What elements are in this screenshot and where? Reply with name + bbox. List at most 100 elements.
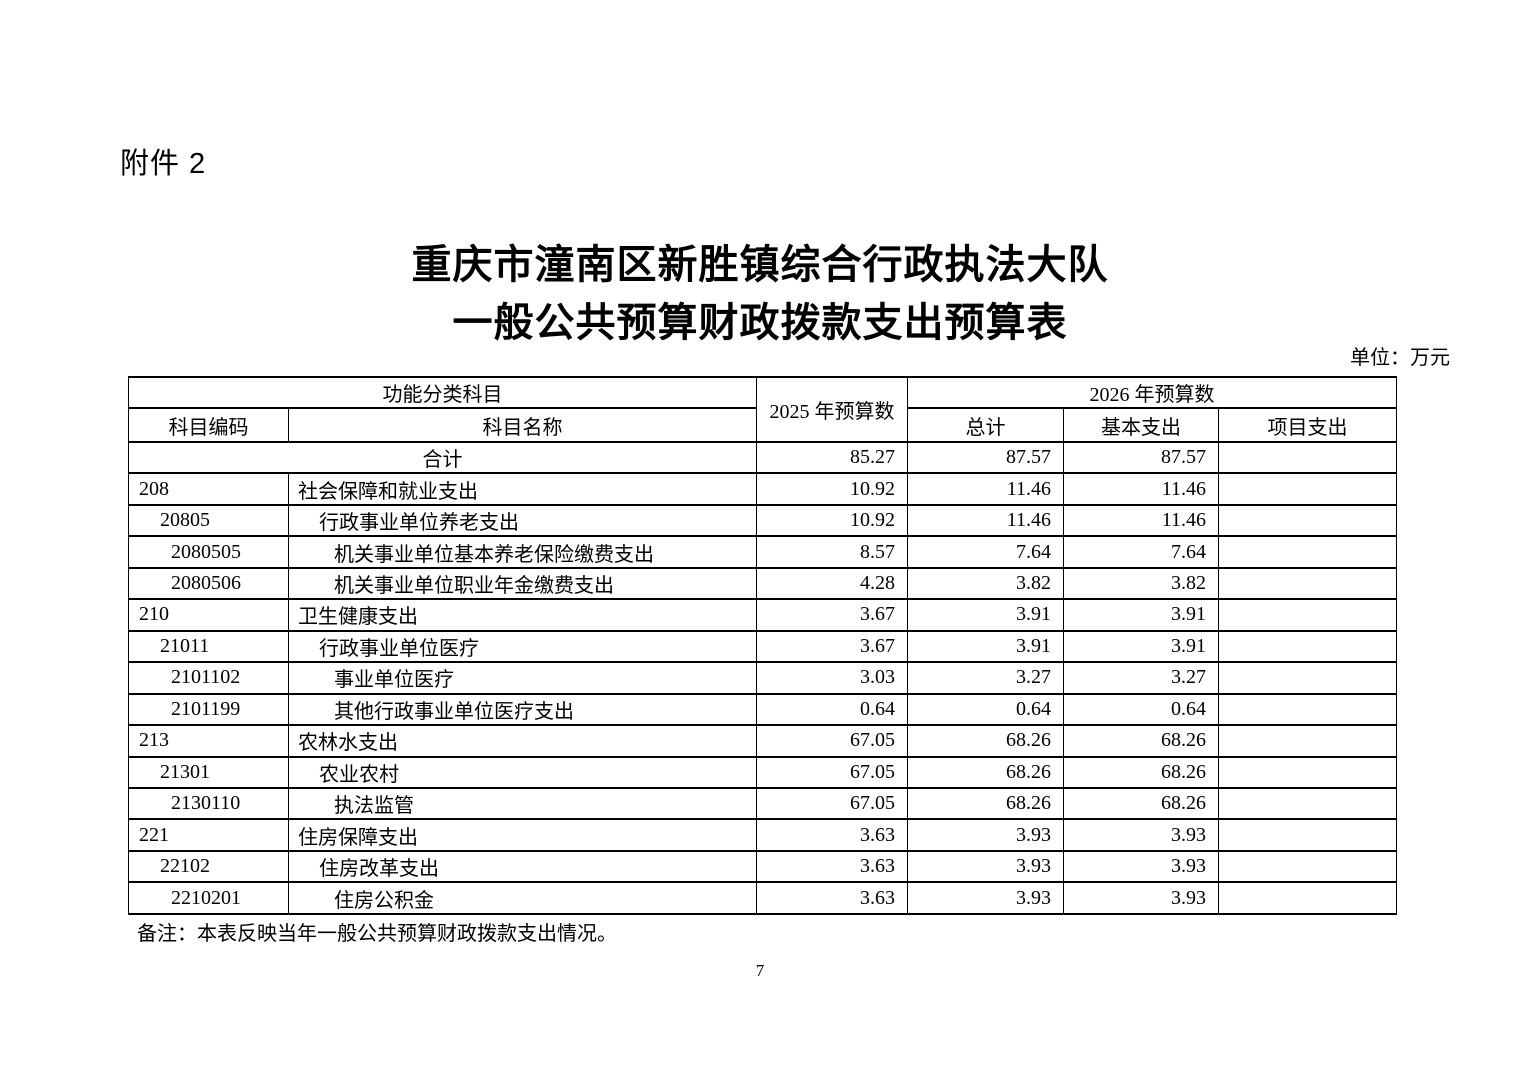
cell-name: 住房改革支出 (288, 849, 757, 884)
table-body: 合计 85.27 87.57 87.57 208 社会保障和就业支出 10.92 11.46 1… (128, 440, 1397, 915)
cell-total-2026: 3.93 (907, 818, 1064, 852)
unit-label: 单位：万元 (1350, 347, 1450, 369)
table-row: 2101102 事业单位医疗 3.03 3.27 3.27 (128, 661, 1397, 695)
cell-project-2026 (1218, 440, 1397, 475)
table-header: 功能分类科目 2025 年预算数 2026 年预算数 科目编码 科目名称 总计 … (128, 376, 1397, 443)
cell-total-2026: 11.46 (907, 503, 1064, 538)
cell-budget-2025: 3.67 (756, 598, 908, 632)
header-code: 科目编码 (128, 407, 289, 443)
table-row: 2080506 机关事业单位职业年金缴费支出 4.28 3.82 3.82 (128, 566, 1397, 601)
table-row: 20805 行政事业单位养老支出 10.92 11.46 11.46 (128, 503, 1397, 538)
cell-name: 行政事业单位医疗 (288, 629, 757, 664)
cell-code: 213 (128, 724, 289, 758)
cell-project-2026 (1218, 598, 1397, 632)
cell-name: 事业单位医疗 (288, 661, 757, 695)
table-row: 21301 农业农村 67.05 68.26 68.26 (128, 755, 1397, 789)
cell-project-2026 (1218, 661, 1397, 695)
header-row-groups: 功能分类科目 2025 年预算数 2026 年预算数 (128, 376, 1397, 443)
cell-total-2026: 11.46 (907, 472, 1064, 506)
header-budget-2026-group: 2026 年预算数 (907, 376, 1397, 409)
header-total: 总计 (907, 407, 1064, 443)
cell-basic-2026: 68.26 (1063, 755, 1219, 789)
cell-project-2026 (1218, 818, 1397, 852)
cell-project-2026 (1218, 881, 1397, 915)
cell-code: 210 (128, 598, 289, 632)
cell-budget-2025: 67.05 (756, 786, 908, 821)
cell-code: 2130110 (128, 786, 289, 821)
cell-total-2026: 3.93 (907, 881, 1064, 915)
cell-budget-2025: 85.27 (756, 440, 908, 475)
cell-basic-2026: 68.26 (1063, 786, 1219, 821)
cell-code: 21011 (128, 629, 289, 664)
table-row: 208 社会保障和就业支出 10.92 11.46 11.46 (128, 472, 1397, 506)
cell-code: 22102 (128, 849, 289, 884)
cell-name: 住房公积金 (288, 881, 757, 915)
table-row: 213 农林水支出 67.05 68.26 68.26 (128, 724, 1397, 758)
header-project: 项目支出 (1218, 407, 1397, 443)
footnote: 备注：本表反映当年一般公共预算财政拨款支出情况。 (137, 923, 617, 945)
page-number: 7 (755, 961, 765, 980)
header-basic: 基本支出 (1063, 407, 1219, 443)
header-budget-2025: 2025 年预算数 (756, 376, 908, 443)
cell-budget-2025: 10.92 (756, 472, 908, 506)
cell-basic-2026: 87.57 (1063, 440, 1219, 475)
table-row: 210 卫生健康支出 3.67 3.91 3.91 (128, 598, 1397, 632)
cell-total-2026: 0.64 (907, 692, 1064, 727)
cell-code: 221 (128, 818, 289, 852)
header-function-group: 功能分类科目 (128, 376, 757, 409)
table-row: 21011 行政事业单位医疗 3.67 3.91 3.91 (128, 629, 1397, 664)
cell-total-2026: 87.57 (907, 440, 1064, 475)
cell-budget-2025: 10.92 (756, 503, 908, 538)
cell-name: 机关事业单位基本养老保险缴费支出 (288, 535, 757, 569)
cell-code: 2210201 (128, 881, 289, 915)
cell-budget-2025: 67.05 (756, 724, 908, 758)
cell-basic-2026: 7.64 (1063, 535, 1219, 569)
cell-basic-2026: 11.46 (1063, 472, 1219, 506)
cell-code: 2080505 (128, 535, 289, 569)
cell-code: 208 (128, 472, 289, 506)
cell-basic-2026: 3.27 (1063, 661, 1219, 695)
cell-name: 社会保障和就业支出 (288, 472, 757, 506)
cell-basic-2026: 68.26 (1063, 724, 1219, 758)
table-row: 22102 住房改革支出 3.63 3.93 3.93 (128, 849, 1397, 884)
cell-code: 21301 (128, 755, 289, 789)
attachment-label: 附件 2 (120, 148, 207, 180)
cell-name: 执法监管 (288, 786, 757, 821)
cell-basic-2026: 3.91 (1063, 598, 1219, 632)
cell-total-2026: 7.64 (907, 535, 1064, 569)
cell-project-2026 (1218, 503, 1397, 538)
cell-budget-2025: 0.64 (756, 692, 908, 727)
cell-budget-2025: 3.63 (756, 818, 908, 852)
cell-basic-2026: 0.64 (1063, 692, 1219, 727)
cell-budget-2025: 8.57 (756, 535, 908, 569)
cell-budget-2025: 3.03 (756, 661, 908, 695)
table-row: 2130110 执法监管 67.05 68.26 68.26 (128, 786, 1397, 821)
cell-basic-2026: 3.93 (1063, 881, 1219, 915)
cell-name: 住房保障支出 (288, 818, 757, 852)
table-row: 合计 85.27 87.57 87.57 (128, 440, 1397, 475)
table-row: 2080505 机关事业单位基本养老保险缴费支出 8.57 7.64 7.64 (128, 535, 1397, 569)
cell-total-2026: 3.93 (907, 849, 1064, 884)
header-name: 科目名称 (288, 407, 757, 443)
cell-code: 2080506 (128, 566, 289, 601)
cell-total-2026: 3.27 (907, 661, 1064, 695)
cell-budget-2025: 3.63 (756, 849, 908, 884)
cell-code: 2101199 (128, 692, 289, 727)
cell-total-2026: 3.91 (907, 598, 1064, 632)
cell-basic-2026: 3.93 (1063, 849, 1219, 884)
cell-name: 卫生健康支出 (288, 598, 757, 632)
cell-project-2026 (1218, 786, 1397, 821)
cell-project-2026 (1218, 755, 1397, 789)
page-title: 重庆市潼南区新胜镇综合行政执法大队 一般公共预算财政拨款支出预算表 (0, 236, 1520, 352)
cell-total-2026: 3.91 (907, 629, 1064, 664)
cell-name: 农林水支出 (288, 724, 757, 758)
budget-table: 功能分类科目 2025 年预算数 2026 年预算数 科目编码 科目名称 总计 … (128, 376, 1397, 915)
cell-name: 行政事业单位养老支出 (288, 503, 757, 538)
cell-code: 20805 (128, 503, 289, 538)
cell-project-2026 (1218, 472, 1397, 506)
cell-project-2026 (1218, 692, 1397, 727)
cell-total-2026: 68.26 (907, 786, 1064, 821)
cell-project-2026 (1218, 724, 1397, 758)
cell-total-2026: 3.82 (907, 566, 1064, 601)
